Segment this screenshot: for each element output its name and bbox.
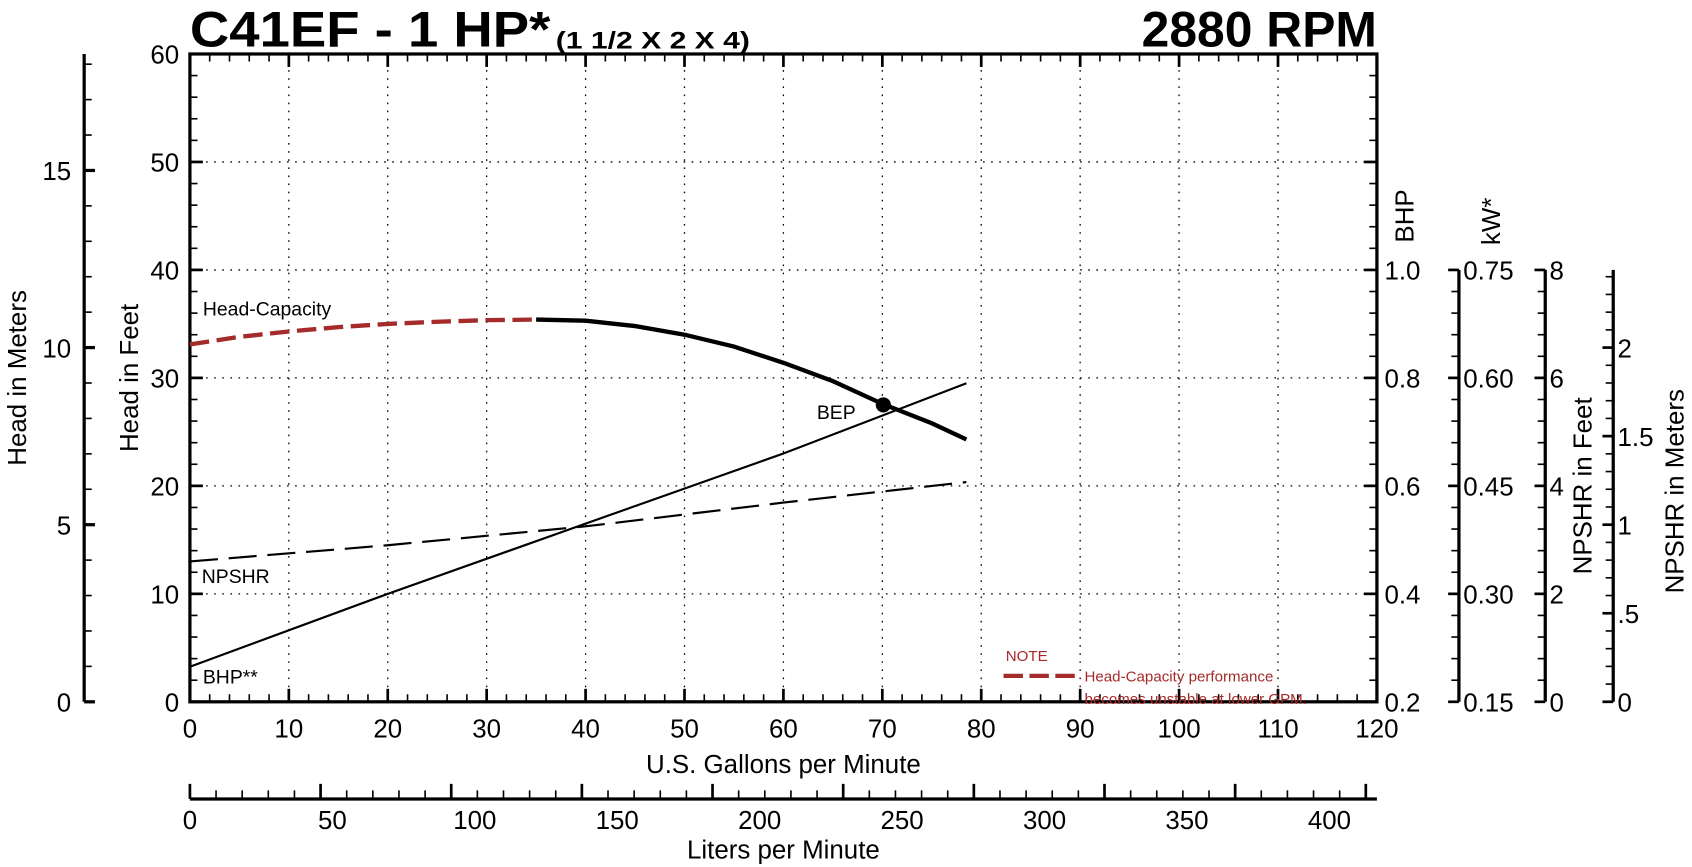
y-axis-label-meters: Head in Meters (4, 290, 32, 466)
bhp-tick-label: 0.2 (1384, 690, 1420, 718)
kw-axis-label: kW* (1478, 198, 1506, 245)
npshr-m-tick-label: 2 (1618, 335, 1632, 363)
npshr-curve-label: NPSHR (202, 566, 270, 588)
note-title: NOTE (1006, 648, 1048, 665)
liters-tick-label: 300 (1023, 807, 1066, 835)
grid (189, 53, 1377, 702)
y-tick-label: 60 (150, 42, 179, 70)
npshr-ft-tick-label: 4 (1550, 474, 1564, 502)
x-tick-label: 120 (1355, 715, 1398, 743)
liters-tick-label: 400 (1308, 807, 1351, 835)
x-tick-label: 40 (571, 715, 600, 743)
liters-tick-label: 50 (318, 807, 347, 835)
x-tick-label: 30 (472, 715, 501, 743)
npshr-ft-tick-label: 0 (1550, 690, 1564, 718)
y-tick-label: 30 (150, 366, 179, 394)
chart-title: C41EF - 1 HP* (190, 1, 551, 57)
x-axis-label: U.S. Gallons per Minute (646, 751, 921, 779)
y-tick-label: 50 (150, 150, 179, 178)
npshr-ft-tick-label: 2 (1550, 582, 1564, 610)
liters-tick-label: 200 (738, 807, 781, 835)
kw-tick-label: 0.30 (1463, 582, 1513, 610)
bhp-tick-label: 0.6 (1384, 474, 1420, 502)
chart-subtitle: (1 1/2 X 2 X 4) (556, 29, 750, 55)
x-tick-label: 20 (373, 715, 402, 743)
x-tick-label: 60 (769, 715, 798, 743)
liters-tick-label: 250 (881, 807, 924, 835)
x-tick-label: 0 (183, 715, 197, 743)
npshr-m-axis-label: NPSHR in Meters (1661, 389, 1689, 593)
head-capacity-unstable-curve (189, 317, 537, 347)
kw-tick-label: 0.15 (1463, 690, 1513, 718)
npshr-m-tick-label: .5 (1618, 601, 1640, 629)
x-tick-label: 100 (1157, 715, 1200, 743)
liters-tick-label: 0 (183, 807, 197, 835)
axes: 0 10 20 30 40 50 60 70 80 90 100 110 120010203040506… (42, 42, 1653, 836)
y-tick-label: 0 (165, 690, 179, 718)
y-meters-tick-label: 15 (42, 158, 71, 186)
npshr-m-tick-label: 1.5 (1618, 424, 1654, 452)
x-tick-label: 90 (1066, 715, 1095, 743)
bhp-tick-label: 0.4 (1384, 582, 1420, 610)
y-tick-label: 40 (150, 258, 179, 286)
bep-point (875, 397, 891, 413)
head-capacity-label: Head-Capacity (203, 298, 332, 320)
liters-tick-label: 350 (1165, 807, 1208, 835)
x-tick-label: 10 (274, 715, 303, 743)
y-axis-label-feet: Head in Feet (116, 304, 144, 452)
y-tick-label: 10 (150, 582, 179, 610)
liters-tick-label: 100 (453, 807, 496, 835)
npshr-curve (189, 481, 967, 563)
bhp-axis-label: BHP (1392, 189, 1420, 242)
bhp-curve-label: BHP** (203, 666, 258, 688)
note-line-2: becomes unstable at lower GPM. (1084, 691, 1306, 708)
npshr-ft-tick-label: 6 (1550, 366, 1564, 394)
x-tick-label: 110 (1257, 715, 1298, 743)
npshr-m-tick-label: 1 (1618, 512, 1632, 540)
y-meters-tick-label: 10 (42, 335, 71, 363)
bep-label: BEP (817, 402, 856, 424)
kw-tick-label: 0.75 (1463, 258, 1513, 286)
kw-tick-label: 0.60 (1463, 366, 1513, 394)
y-meters-tick-label: 0 (57, 690, 71, 718)
npshr-m-tick-label: 0 (1618, 690, 1632, 718)
bhp-tick-label: 0.8 (1384, 366, 1420, 394)
x2-axis-label: Liters per Minute (687, 836, 880, 864)
bhp-tick-label: 1.0 (1384, 258, 1420, 286)
bhp-curve (189, 382, 967, 668)
x-tick-label: 50 (670, 715, 699, 743)
series-layer (189, 317, 968, 668)
kw-tick-label: 0.45 (1463, 474, 1513, 502)
note-line-1: Head-Capacity performance (1084, 668, 1273, 685)
x-tick-label: 80 (967, 715, 996, 743)
npshr-ft-axis-label: NPSHR in Feet (1570, 397, 1598, 574)
npshr-ft-tick-label: 8 (1550, 258, 1564, 286)
y-meters-tick-label: 5 (57, 512, 71, 540)
liters-tick-label: 150 (596, 807, 639, 835)
y-tick-label: 20 (150, 474, 179, 502)
x-tick-label: 70 (868, 715, 897, 743)
speed-label: 2880 RPM (1142, 1, 1377, 57)
head-capacity-curve (536, 317, 968, 442)
